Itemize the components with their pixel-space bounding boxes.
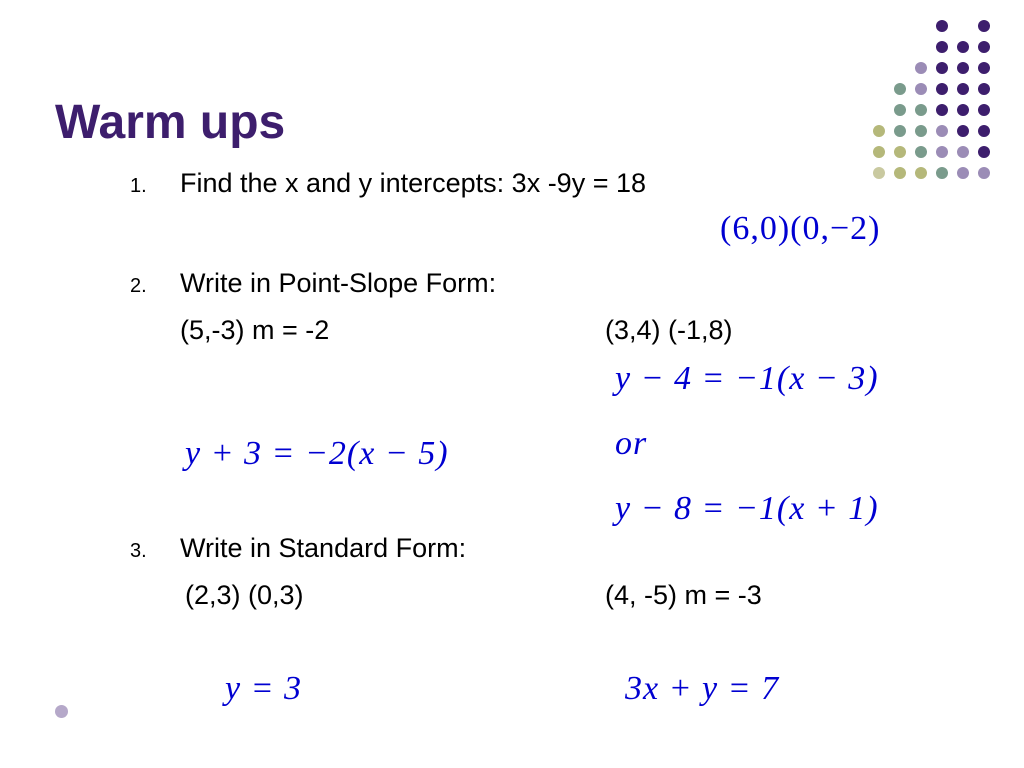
item2-or-text: or bbox=[615, 425, 647, 463]
item2-answer-b2: y − 8 = −1(x + 1) bbox=[615, 490, 879, 528]
list-number-1: 1. bbox=[130, 175, 147, 198]
item1-answer: (6,0)(0,−2) bbox=[720, 210, 880, 248]
item3-answer-b: 3x + y = 7 bbox=[625, 670, 779, 708]
item3-answer-a: y = 3 bbox=[225, 670, 302, 708]
item3-sub-a: (2,3) (0,3) bbox=[185, 580, 304, 611]
list-bullet-icon bbox=[55, 705, 68, 718]
item2-answer-a: y + 3 = −2(x − 5) bbox=[185, 435, 449, 473]
item2-text: Write in Point-Slope Form: bbox=[180, 268, 496, 299]
slide-title: Warm ups bbox=[55, 95, 285, 150]
list-number-2: 2. bbox=[130, 275, 147, 298]
item2-answer-b1: y − 4 = −1(x − 3) bbox=[615, 360, 879, 398]
item3-text: Write in Standard Form: bbox=[180, 533, 466, 564]
decoration-dot-grid bbox=[873, 20, 994, 183]
list-number-3: 3. bbox=[130, 540, 147, 563]
item2-sub-a: (5,-3) m = -2 bbox=[180, 315, 329, 346]
item1-text: Find the x and y intercepts: 3x -9y = 18 bbox=[180, 168, 646, 199]
item3-sub-b: (4, -5) m = -3 bbox=[605, 580, 762, 611]
item2-sub-b: (3,4) (-1,8) bbox=[605, 315, 733, 346]
